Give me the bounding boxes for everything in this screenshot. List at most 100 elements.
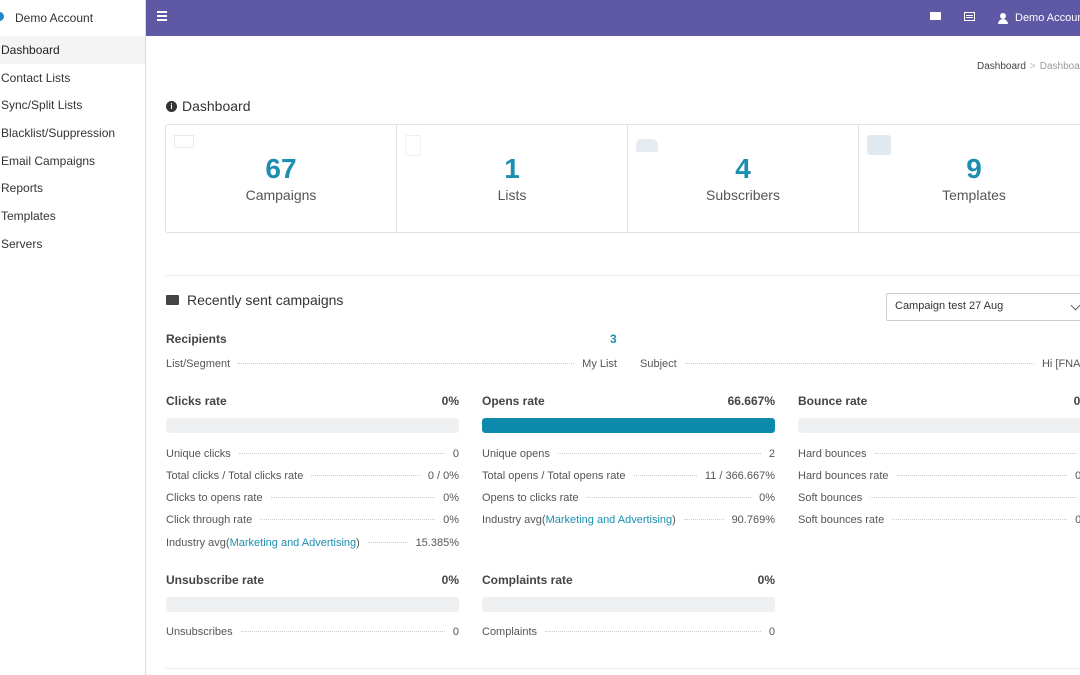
page-title: i Dashboard [166, 98, 251, 114]
recipients-value: 3 [610, 332, 617, 346]
id-card-icon[interactable] [964, 12, 975, 21]
subject-value: Hi [FNAME] [1041, 358, 1080, 370]
chevron-down-icon [1070, 300, 1080, 311]
metric-row: Total clicks / Total clicks rate 0 / 0% [166, 470, 459, 482]
divider [165, 275, 1080, 276]
topbar: Demo Account [146, 0, 1080, 36]
metric-row: Unique opens 2 [482, 448, 775, 460]
envelope-icon [166, 295, 179, 305]
stat-label: Subscribers [706, 187, 780, 203]
stat-campaigns[interactable]: 67 Campaigns [166, 125, 397, 232]
industry-link[interactable]: Marketing and Advertising [229, 537, 357, 549]
metric-row-value: 0 [452, 448, 459, 460]
bounce-rate-bar [798, 418, 1080, 433]
metric-row-label: Unsubscribes [166, 626, 233, 638]
menu-toggle-icon[interactable] [157, 11, 167, 21]
metric-row-label: Click through rate [166, 514, 253, 526]
industry-prefix: Industry avg( [166, 537, 230, 549]
envelope-icon[interactable] [930, 12, 941, 20]
industry-value: 15.385% [415, 537, 459, 549]
unsubscribe-rate-header: Unsubscribe rate 0% [166, 573, 459, 587]
user-name: Demo Account [1015, 12, 1080, 24]
metric-row-label: Hard bounces rate [798, 470, 889, 482]
sidebar-item-reports[interactable]: Reports [1, 181, 44, 196]
complaints-rate-bar [482, 597, 775, 612]
clipboard-icon [405, 135, 421, 156]
metric-row: Hard bounces rate 0% [798, 470, 1080, 482]
stat-label: Templates [942, 187, 1006, 203]
metric-row-label: Unique clicks [166, 448, 231, 460]
metric-row-label: Unique opens [482, 448, 550, 460]
metric-rate: 66.667% [727, 394, 775, 408]
stat-value: 9 [966, 153, 982, 184]
info-icon: i [166, 100, 177, 112]
stat-templates[interactable]: 9 Templates [859, 125, 1080, 232]
industry-value: 90.769% [731, 514, 775, 526]
list-segment-value: My List [582, 358, 617, 370]
divider [165, 668, 1080, 669]
list-segment-label: List/Segment [166, 358, 231, 370]
stat-value: 67 [265, 153, 297, 184]
campaign-select-value: Campaign test 27 Aug [895, 300, 1004, 312]
list-segment-row: List/Segment My List [166, 358, 617, 370]
metric-rate: 0% [441, 573, 459, 587]
account-switcher[interactable]: Demo Account [0, 0, 145, 36]
stat-lists[interactable]: 1 Lists [397, 125, 628, 232]
metric-row-label: Hard bounces [798, 448, 867, 460]
stat-label: Campaigns [245, 187, 317, 203]
industry-prefix: Industry avg( [482, 514, 546, 526]
user-icon [998, 12, 1008, 24]
sidebar-item-contact-lists[interactable]: Contact Lists [1, 70, 71, 85]
metric-row: Click through rate 0% [166, 514, 459, 526]
breadcrumb-separator: > [1029, 61, 1036, 72]
metric-row: Soft bounces rate 0% [798, 514, 1080, 526]
account-avatar-icon [0, 12, 4, 21]
metric-row-value: 11 / 366.667% [704, 470, 775, 482]
industry-suffix: ) [672, 514, 676, 526]
bounce-rate-header: Bounce rate 0% [798, 394, 1080, 408]
users-icon [636, 139, 658, 152]
sidebar-item-email-campaigns[interactable]: Email Campaigns [1, 153, 96, 168]
metric-row: Unique clicks 0 [166, 448, 459, 460]
sidebar: Demo Account Dashboard Contact Lists Syn… [0, 0, 146, 675]
metric-row: Hard bounces0 [798, 448, 1080, 460]
metric-title: Complaints rate [482, 573, 573, 587]
industry-avg-row: Industry avg(Marketing and Advertising) 1… [166, 537, 459, 549]
unsubscribe-rate-bar [166, 597, 459, 612]
sidebar-item-servers[interactable]: Servers [1, 236, 43, 251]
metric-row-label: Soft bounces rate [798, 514, 885, 526]
metric-row-label: Total opens / Total opens rate [482, 470, 626, 482]
progress-fill [482, 418, 775, 433]
campaign-select[interactable]: Campaign test 27 Aug [886, 293, 1080, 321]
metric-row-value: 0 / 0% [427, 470, 459, 482]
metric-title: Clicks rate [166, 394, 227, 408]
stat-value: 1 [504, 153, 520, 184]
metric-row-value: 0 [768, 626, 775, 638]
metric-title: Bounce rate [798, 394, 868, 408]
breadcrumb-home[interactable]: Dashboard [977, 61, 1026, 72]
briefcase-icon [867, 135, 891, 155]
page-title-text: Dashboard [182, 98, 251, 114]
recipients-label: Recipients [166, 332, 227, 346]
opens-rate-bar [482, 418, 775, 433]
metric-row-label: Complaints [482, 626, 538, 638]
user-menu[interactable]: Demo Account [998, 0, 1080, 36]
stat-value: 4 [735, 153, 751, 184]
stats-panel: 67 Campaigns 1 Lists 4 Subscribers 9 Tem… [165, 124, 1080, 233]
recent-campaigns-title: Recently sent campaigns [166, 292, 343, 308]
sidebar-item-dashboard[interactable]: Dashboard [0, 36, 145, 64]
envelope-icon [174, 135, 194, 148]
clicks-rate-bar [166, 418, 459, 433]
subject-row: Subject Hi [FNAME] [640, 358, 1080, 370]
industry-suffix: ) [356, 537, 360, 549]
metric-row-value: 0 [452, 626, 459, 638]
stat-subscribers[interactable]: 4 Subscribers [628, 125, 859, 232]
sidebar-item-blacklist[interactable]: Blacklist/Suppression [1, 125, 116, 140]
sidebar-item-templates[interactable]: Templates [1, 208, 56, 223]
subject-label: Subject [640, 358, 677, 370]
metric-row-value: 0% [443, 514, 459, 526]
metric-row: Opens to clicks rate 0% [482, 492, 775, 504]
industry-link[interactable]: Marketing and Advertising [545, 514, 673, 526]
sidebar-item-sync-split-lists[interactable]: Sync/Split Lists [1, 98, 83, 113]
metric-row: Soft bounces0 [798, 492, 1080, 504]
